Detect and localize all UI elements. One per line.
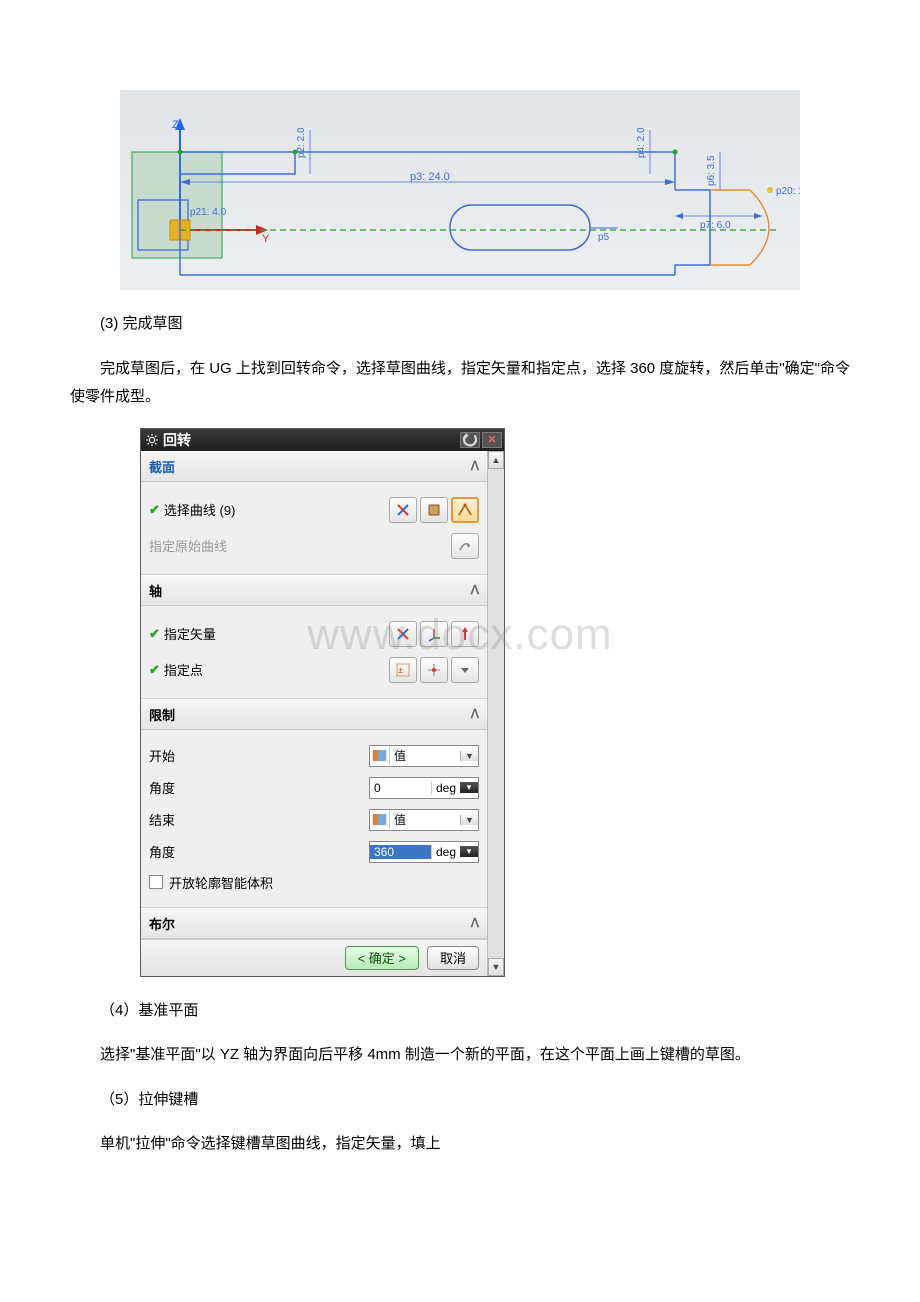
section-label: 截面 bbox=[149, 457, 175, 476]
step4-title: （4）基准平面 bbox=[70, 997, 850, 1026]
origin-curve-icon[interactable] bbox=[451, 533, 479, 559]
svg-text:p6: 3.5: p6: 3.5 bbox=[706, 155, 717, 186]
close-icon[interactable]: ✕ bbox=[482, 432, 502, 448]
check-icon: ✔ bbox=[149, 662, 160, 678]
point-snap-icon[interactable] bbox=[420, 657, 448, 683]
ok-button[interactable]: < 确定 > bbox=[345, 946, 419, 970]
end-type-combo[interactable]: 值 ▼ bbox=[369, 809, 479, 831]
dropdown-arrow-icon[interactable]: ▾ bbox=[460, 782, 478, 793]
check-icon: ✔ bbox=[149, 502, 160, 518]
chevron-up-icon: ᐱ bbox=[471, 707, 479, 721]
svg-text:p21: 4.0: p21: 4.0 bbox=[190, 207, 227, 218]
section-label: 布尔 bbox=[149, 914, 175, 933]
combo-text: 值 bbox=[390, 811, 460, 828]
start-label: 开始 bbox=[149, 746, 259, 765]
scroll-down-icon[interactable]: ▼ bbox=[488, 958, 504, 976]
point-dropdown-icon[interactable] bbox=[451, 657, 479, 683]
svg-text:p7: 6.0: p7: 6.0 bbox=[700, 220, 731, 231]
specify-vector-label: 指定矢量 bbox=[164, 624, 274, 643]
step3-body: 完成草图后，在 UG 上找到回转命令，选择草图曲线，指定矢量和指定点，选择 36… bbox=[70, 355, 850, 412]
select-curve-label: 选择曲线 (9) bbox=[164, 500, 274, 519]
value-icon bbox=[370, 746, 390, 765]
chevron-up-icon: ᐱ bbox=[471, 916, 479, 930]
start-type-combo[interactable]: 值 ▼ bbox=[369, 745, 479, 767]
vector-arrow-icon[interactable] bbox=[451, 621, 479, 647]
chevron-up-icon: ᐱ bbox=[471, 583, 479, 597]
chevron-down-icon: ▼ bbox=[460, 815, 478, 825]
unit-label: deg bbox=[431, 845, 460, 859]
check-icon: ✔ bbox=[149, 626, 160, 642]
vector-x-icon[interactable] bbox=[389, 621, 417, 647]
dropdown-arrow-icon[interactable]: ▾ bbox=[460, 846, 478, 857]
dialog-titlebar[interactable]: 回转 ✕ bbox=[141, 429, 504, 451]
section-header-zhou[interactable]: 轴 ᐱ bbox=[141, 575, 487, 606]
start-angle-label: 角度 bbox=[149, 778, 259, 797]
origin-curve-label: 指定原始曲线 bbox=[149, 536, 259, 555]
input-value[interactable]: 360 bbox=[370, 845, 431, 859]
undo-icon[interactable] bbox=[460, 432, 480, 448]
svg-text:p4: 2.0: p4: 2.0 bbox=[636, 127, 647, 158]
axis-z-label: Z bbox=[172, 119, 179, 131]
step5-title: （5）拉伸键槽 bbox=[70, 1086, 850, 1115]
section-header-jiemian[interactable]: 截面 ᐱ bbox=[141, 451, 487, 482]
curve-select-icon[interactable] bbox=[451, 497, 479, 523]
dim-p3: p3: 24.0 bbox=[410, 171, 450, 183]
sketch-figure: Z Y p20: 1.0 bbox=[120, 90, 800, 290]
input-value[interactable]: 0 bbox=[370, 781, 431, 795]
step3-title: (3) 完成草图 bbox=[70, 310, 850, 339]
end-angle-label: 角度 bbox=[149, 842, 259, 861]
svg-text:p5: p5 bbox=[598, 232, 610, 243]
open-profile-label: 开放轮廓智能体积 bbox=[169, 873, 273, 892]
step5-body: 单机"拉伸"命令选择键槽草图曲线，指定矢量，填上 bbox=[70, 1130, 850, 1159]
dialog-scrollbar[interactable]: ▲ ▼ bbox=[487, 451, 504, 976]
sketch-icon[interactable] bbox=[389, 497, 417, 523]
svg-text:±: ± bbox=[398, 665, 403, 675]
section-label: 轴 bbox=[149, 581, 162, 600]
dialog-title: 回转 bbox=[163, 430, 458, 450]
section-label: 限制 bbox=[149, 705, 175, 724]
end-angle-input[interactable]: 360 deg ▾ bbox=[369, 841, 479, 863]
specify-point-label: 指定点 bbox=[164, 660, 274, 679]
svg-text:p20: 1.0: p20: 1.0 bbox=[776, 186, 800, 197]
end-label: 结束 bbox=[149, 810, 259, 829]
region-icon[interactable] bbox=[420, 497, 448, 523]
step4-body: 选择"基准平面"以 YZ 轴为界面向后平移 4mm 制造一个新的平面，在这个平面… bbox=[70, 1041, 850, 1070]
vector-xyz-icon[interactable] bbox=[420, 621, 448, 647]
svg-text:p2: 2.0: p2: 2.0 bbox=[296, 127, 307, 158]
section-header-limit[interactable]: 限制 ᐱ bbox=[141, 699, 487, 730]
cancel-button[interactable]: 取消 bbox=[427, 946, 479, 970]
gear-icon bbox=[145, 433, 159, 447]
axis-y-label: Y bbox=[262, 233, 270, 245]
open-profile-checkbox[interactable] bbox=[149, 875, 163, 889]
start-angle-input[interactable]: 0 deg ▾ bbox=[369, 777, 479, 799]
unit-label: deg bbox=[431, 781, 460, 795]
revolve-dialog: 回转 ✕ 截面 ᐱ ✔ 选择曲线 (9) bbox=[140, 428, 505, 977]
chevron-up-icon: ᐱ bbox=[471, 459, 479, 473]
chevron-down-icon: ▼ bbox=[460, 751, 478, 761]
point-coords-icon[interactable]: ± bbox=[389, 657, 417, 683]
scroll-up-icon[interactable]: ▲ bbox=[488, 451, 504, 469]
combo-text: 值 bbox=[390, 747, 460, 764]
section-header-bool[interactable]: 布尔 ᐱ bbox=[141, 908, 487, 939]
value-icon bbox=[370, 810, 390, 829]
